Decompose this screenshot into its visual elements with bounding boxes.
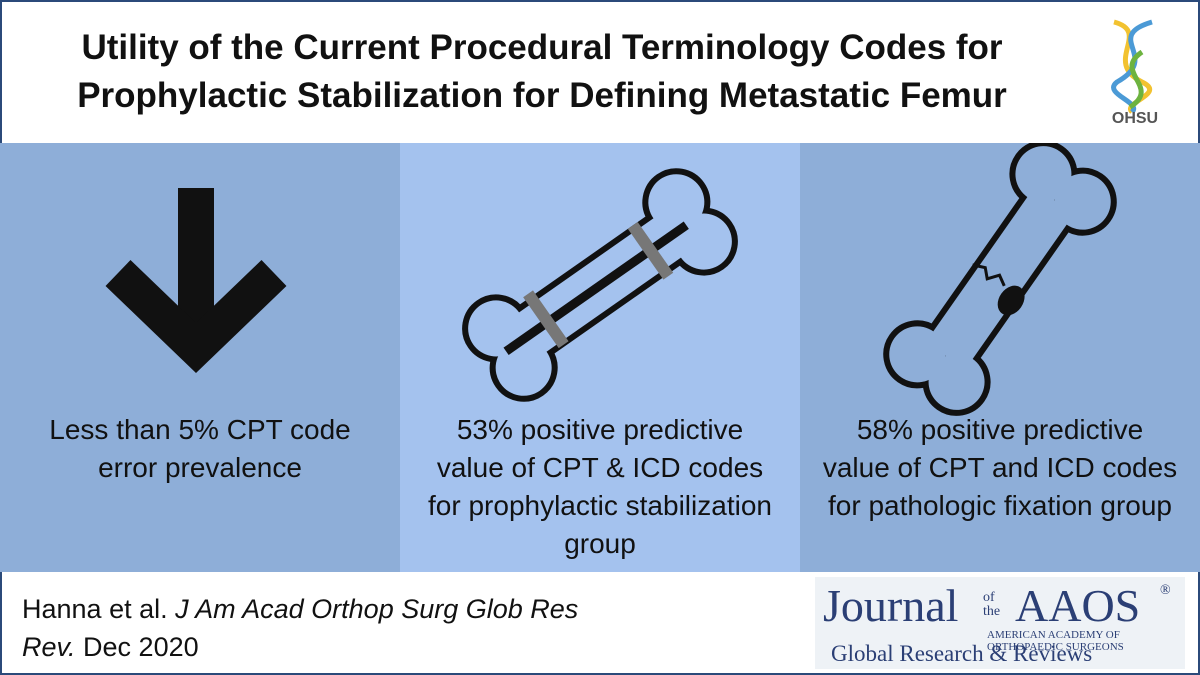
panel: 58% positive predictive value of CPT and… xyxy=(800,143,1200,572)
title-line: Prophylactic Stabilization for Defining … xyxy=(77,76,1007,115)
citation-date: Dec 2020 xyxy=(83,632,199,662)
journal-mark: ® xyxy=(1160,583,1171,598)
bone-icon xyxy=(462,168,738,402)
arrow-icon xyxy=(105,188,287,373)
journal-of-the: of the xyxy=(983,590,1001,619)
bone-icon xyxy=(883,143,1117,416)
journal-word: Journal xyxy=(823,580,959,631)
citation: Hanna et al. J Am Acad Orthop Surg Glob … xyxy=(22,590,582,666)
panel-text: 53% positive predictive value of CPT & I… xyxy=(428,414,772,559)
journal-subtitle: Global Research & Reviews xyxy=(831,641,1093,666)
journal-name: AAOS xyxy=(1015,580,1141,631)
header: Utility of the Current Procedural Termin… xyxy=(2,2,1198,143)
citation-journal: J Am Acad Orthop Surg Glob Res Rev. xyxy=(22,594,579,662)
panel-text: Less than 5% CPT code error prevalence xyxy=(49,414,351,483)
panel-text: 58% positive predictive value of CPT and… xyxy=(822,414,1178,521)
title: Utility of the Current Procedural Termin… xyxy=(2,24,1082,120)
journal-logo: Journal of the AAOS ® AMERICAN ACADEMY O… xyxy=(815,577,1185,669)
title-line: Utility of the Current Procedural Termin… xyxy=(81,28,1003,67)
panel: Less than 5% CPT code error prevalence xyxy=(0,143,400,572)
logo-text: OHSU xyxy=(1111,110,1159,127)
logo-icon xyxy=(1111,19,1153,114)
journal-academy: AMERICAN ACADEMY OF ORTHOPAEDIC SURGEONS xyxy=(987,629,1124,653)
citation-authors: Hanna et al. xyxy=(22,594,168,624)
panel: 53% positive predictive value of CPT & I… xyxy=(400,143,800,572)
